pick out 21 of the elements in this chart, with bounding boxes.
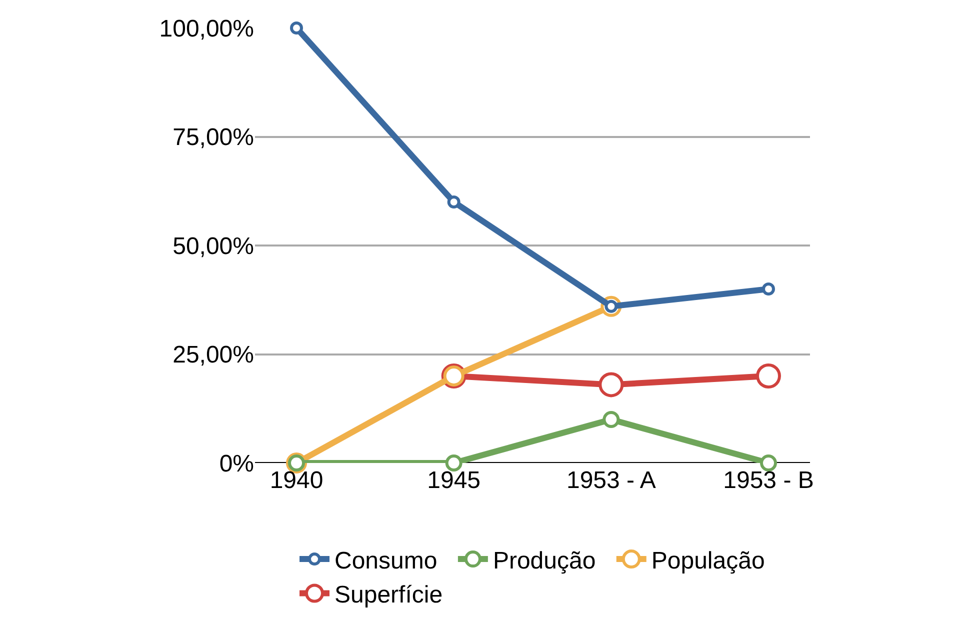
y-tick-label: 75,00% — [172, 124, 254, 152]
legend-label: Produção — [492, 547, 596, 574]
legend-label: Consumo — [334, 547, 438, 574]
point — [760, 454, 777, 472]
x-tick-label: 1953 - A — [566, 467, 656, 494]
legend-label: Superfície — [334, 582, 443, 609]
y-tick-label: 100,00% — [159, 15, 254, 42]
point — [598, 372, 624, 398]
y-tick-label: 25,00% — [172, 342, 254, 369]
point — [762, 282, 775, 296]
point — [290, 22, 303, 34]
point — [447, 196, 460, 208]
y-tick-label: 50,00% — [172, 232, 254, 260]
point — [445, 454, 462, 472]
point — [756, 364, 781, 388]
x-tick-label: 1945 — [427, 467, 481, 494]
point — [602, 411, 620, 428]
x-tick-label: 1940 — [270, 467, 324, 494]
x-tick-label: 1953 - B — [723, 467, 814, 494]
legend-label: População — [651, 547, 765, 574]
y-tick-label: 0% — [219, 450, 254, 478]
